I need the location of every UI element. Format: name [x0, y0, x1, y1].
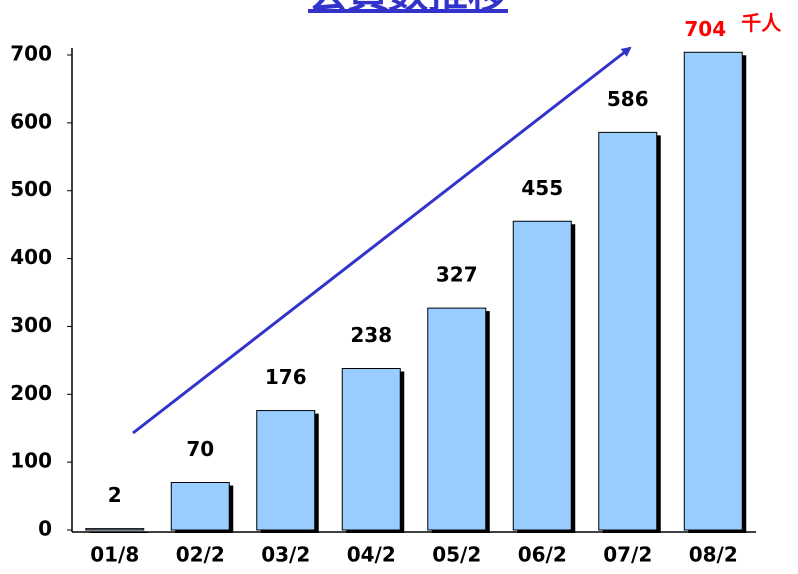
value-label: 327 [436, 263, 478, 287]
bar [341, 368, 401, 531]
bar [598, 131, 658, 531]
bar [683, 51, 743, 531]
value-label: 238 [350, 323, 392, 347]
unit-label: 千人 [741, 11, 782, 35]
y-tick-label: 400 [10, 245, 52, 269]
bar [170, 482, 230, 531]
y-tick-label: 100 [10, 449, 52, 473]
x-tick-label: 03/2 [261, 543, 310, 567]
x-tick-label: 08/2 [689, 543, 738, 567]
value-label: 704 [684, 17, 726, 41]
chart-title: 会員数推移 [308, 0, 508, 17]
y-tick-label: 300 [10, 313, 52, 337]
trend-arrow [132, 46, 632, 435]
x-tick-label: 04/2 [347, 543, 396, 567]
value-label: 586 [607, 87, 649, 111]
value-label: 70 [186, 437, 214, 461]
bar-shadow [89, 531, 148, 533]
x-tick-label: 02/2 [176, 543, 225, 567]
x-tick-label: 05/2 [432, 543, 481, 567]
x-tick-label: 07/2 [603, 543, 652, 567]
x-tick-label: 06/2 [518, 543, 567, 567]
x-tick-label: 01/8 [90, 543, 139, 567]
y-tick-label: 700 [10, 42, 52, 66]
y-tick-label: 600 [10, 109, 52, 133]
y-tick-label: 500 [10, 177, 52, 201]
value-label: 176 [265, 365, 307, 389]
value-label: 455 [521, 176, 563, 200]
bar [427, 307, 487, 531]
bar [256, 410, 316, 531]
y-tick-label: 200 [10, 381, 52, 405]
bar [512, 220, 572, 531]
y-tick-label: 0 [38, 517, 52, 541]
bar [85, 528, 145, 531]
value-label: 2 [108, 483, 122, 507]
